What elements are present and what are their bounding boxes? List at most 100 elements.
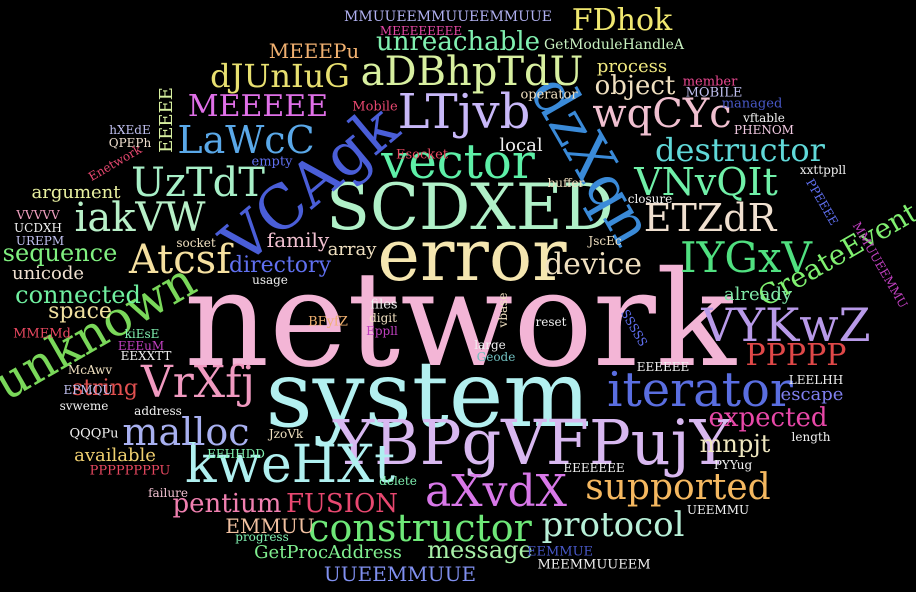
word-eemmue: EEMMUE bbox=[526, 544, 594, 560]
word-usage: usage bbox=[252, 273, 288, 287]
word-buffer: buffer bbox=[547, 176, 585, 190]
word-djuniug: dJUnIuG bbox=[210, 57, 350, 95]
word-iygxv: IYGxV bbox=[680, 233, 812, 282]
word-qpeph: QPEPh bbox=[108, 136, 152, 150]
word-uueemmuue: UUEEMMUUE bbox=[323, 562, 477, 586]
word-uztdt: UzTdT bbox=[131, 160, 265, 206]
word-error: error bbox=[377, 213, 567, 297]
word-pentium: pentium bbox=[172, 489, 282, 519]
word-esocket: Esocket bbox=[395, 147, 449, 163]
word-space: space bbox=[48, 299, 112, 324]
word-lawcc: LaWcC bbox=[177, 118, 315, 162]
word-atcsf: Atcsf bbox=[129, 237, 231, 283]
word-unicode: unicode bbox=[11, 263, 85, 284]
word-pyyug: PYYug bbox=[713, 458, 753, 472]
word-phenom: PHENOM bbox=[734, 123, 794, 137]
word-member: member bbox=[682, 74, 738, 90]
word-reset: reset bbox=[535, 315, 567, 329]
word-fdhok: FDhok bbox=[571, 3, 673, 38]
word-escape: escape bbox=[780, 384, 844, 405]
word-already: already bbox=[723, 284, 793, 305]
word-digit: digit bbox=[369, 311, 397, 325]
word-qqqpu: QQQPu bbox=[69, 426, 119, 442]
word-destructor: destructor bbox=[655, 131, 825, 169]
word-hxede: hXEdE bbox=[109, 123, 151, 137]
word-argument: argument bbox=[31, 182, 121, 203]
word-expected: expected bbox=[708, 403, 828, 433]
word-mmemd: MMEMd bbox=[13, 326, 71, 342]
word-mnpjt: mnpjt bbox=[699, 430, 771, 458]
word-delete: delete bbox=[379, 474, 417, 488]
word-failure: failure bbox=[148, 486, 188, 500]
word-length: length bbox=[791, 430, 831, 444]
word-eppll: Eppll bbox=[366, 324, 398, 338]
word-wqcyc: wqCYc bbox=[592, 91, 732, 137]
word-connected: connected bbox=[15, 281, 141, 309]
word-object: object bbox=[594, 71, 676, 101]
word-ppeeee: PPEEEE bbox=[803, 176, 841, 228]
word-vnvqit: VNvQIt bbox=[634, 160, 778, 204]
word-large: large bbox=[474, 338, 506, 352]
word-etzdr: ETZdR bbox=[643, 196, 777, 240]
word-scdxed: SCDXED bbox=[326, 171, 614, 245]
word-vrxfj: VrXfj bbox=[140, 357, 256, 408]
word-vvvvv: VVVVV bbox=[16, 208, 60, 222]
word-ucdxh: UCDXH bbox=[14, 221, 62, 235]
word-epmqu: EPMQU bbox=[63, 383, 113, 397]
word-empty: empty bbox=[251, 154, 293, 170]
word-vbase: vbase bbox=[496, 292, 510, 328]
word-progress: progress bbox=[235, 530, 289, 544]
word-meemmuueem: MEEMMUUEEM bbox=[537, 557, 651, 573]
word-mobile: MOBILE bbox=[685, 85, 743, 101]
word-supported: supported bbox=[585, 467, 771, 508]
word-getprocaddress: GetProcAddress bbox=[254, 542, 402, 563]
word-mmuueemmuueemmuue: MMUUEEMMUUEEMMUUE bbox=[344, 9, 552, 25]
word-vector: vector bbox=[381, 134, 535, 190]
word-jzovk: JzoVk bbox=[268, 427, 304, 441]
word-emmuu: EMMUU bbox=[225, 514, 315, 538]
word-meeeee: MEEEEE bbox=[187, 89, 329, 124]
word-urepm: UREPM bbox=[15, 234, 65, 248]
word-system: system bbox=[265, 341, 591, 448]
word-kwehxt: kweHXt bbox=[184, 435, 396, 495]
word-family: family bbox=[266, 228, 330, 252]
word-ltjvb: LTjvb bbox=[397, 84, 531, 140]
word-local: local bbox=[499, 135, 543, 156]
word-eeeeeee: EEEEEEE bbox=[563, 461, 625, 475]
word-address: address bbox=[134, 404, 182, 418]
word-socket: socket bbox=[176, 236, 216, 250]
word-kiese: kiEsE bbox=[124, 327, 160, 341]
word-sequence: sequence bbox=[2, 239, 118, 267]
word-vykwz: VYKwZ bbox=[701, 298, 871, 352]
word-eeeum: EEEuM bbox=[117, 339, 165, 353]
word-managed: managed bbox=[721, 96, 783, 112]
word-iterator: iterator bbox=[607, 362, 793, 418]
word-jscec: JscEc bbox=[588, 234, 622, 248]
word-closure: closure bbox=[627, 192, 673, 206]
word-meeeeeeee: MEEEEEEEE bbox=[379, 24, 463, 38]
word-mobile-small: Mobile bbox=[352, 99, 398, 115]
word-adbhptdu: aDBhpTdU bbox=[360, 49, 584, 95]
word-array: array bbox=[327, 239, 377, 260]
word-protocol: protocol bbox=[541, 505, 685, 545]
word-leelhh: LEELHH bbox=[788, 373, 844, 387]
word-malloc: malloc bbox=[122, 410, 250, 454]
word-message: message bbox=[427, 536, 533, 564]
word-xxttppll: xxttppll bbox=[799, 163, 847, 177]
word-unreachable: unreachable bbox=[376, 27, 540, 57]
word-operator: operator bbox=[520, 87, 578, 103]
word-axvdx: aXvdX bbox=[425, 466, 567, 517]
word-svweme: svweme bbox=[59, 399, 109, 413]
word-eehhdd: EEHHDD bbox=[207, 447, 265, 461]
word-pppppppu: PPPPPPPPU bbox=[89, 463, 171, 479]
word-getmodulehandlea: GetModuleHandleA bbox=[543, 37, 685, 53]
word-iakvw: iakVW bbox=[74, 195, 206, 241]
word-bfyfz: BFyfZ bbox=[308, 314, 348, 330]
word-ueemmu: UEEMMU bbox=[686, 503, 750, 517]
word-process: process bbox=[596, 56, 668, 77]
word-meeepu: MEEEPu bbox=[268, 39, 360, 63]
word-vftable: vftable bbox=[743, 111, 785, 125]
word-eeeeee: EEEEEE bbox=[636, 360, 690, 374]
word-files: files bbox=[370, 297, 398, 313]
